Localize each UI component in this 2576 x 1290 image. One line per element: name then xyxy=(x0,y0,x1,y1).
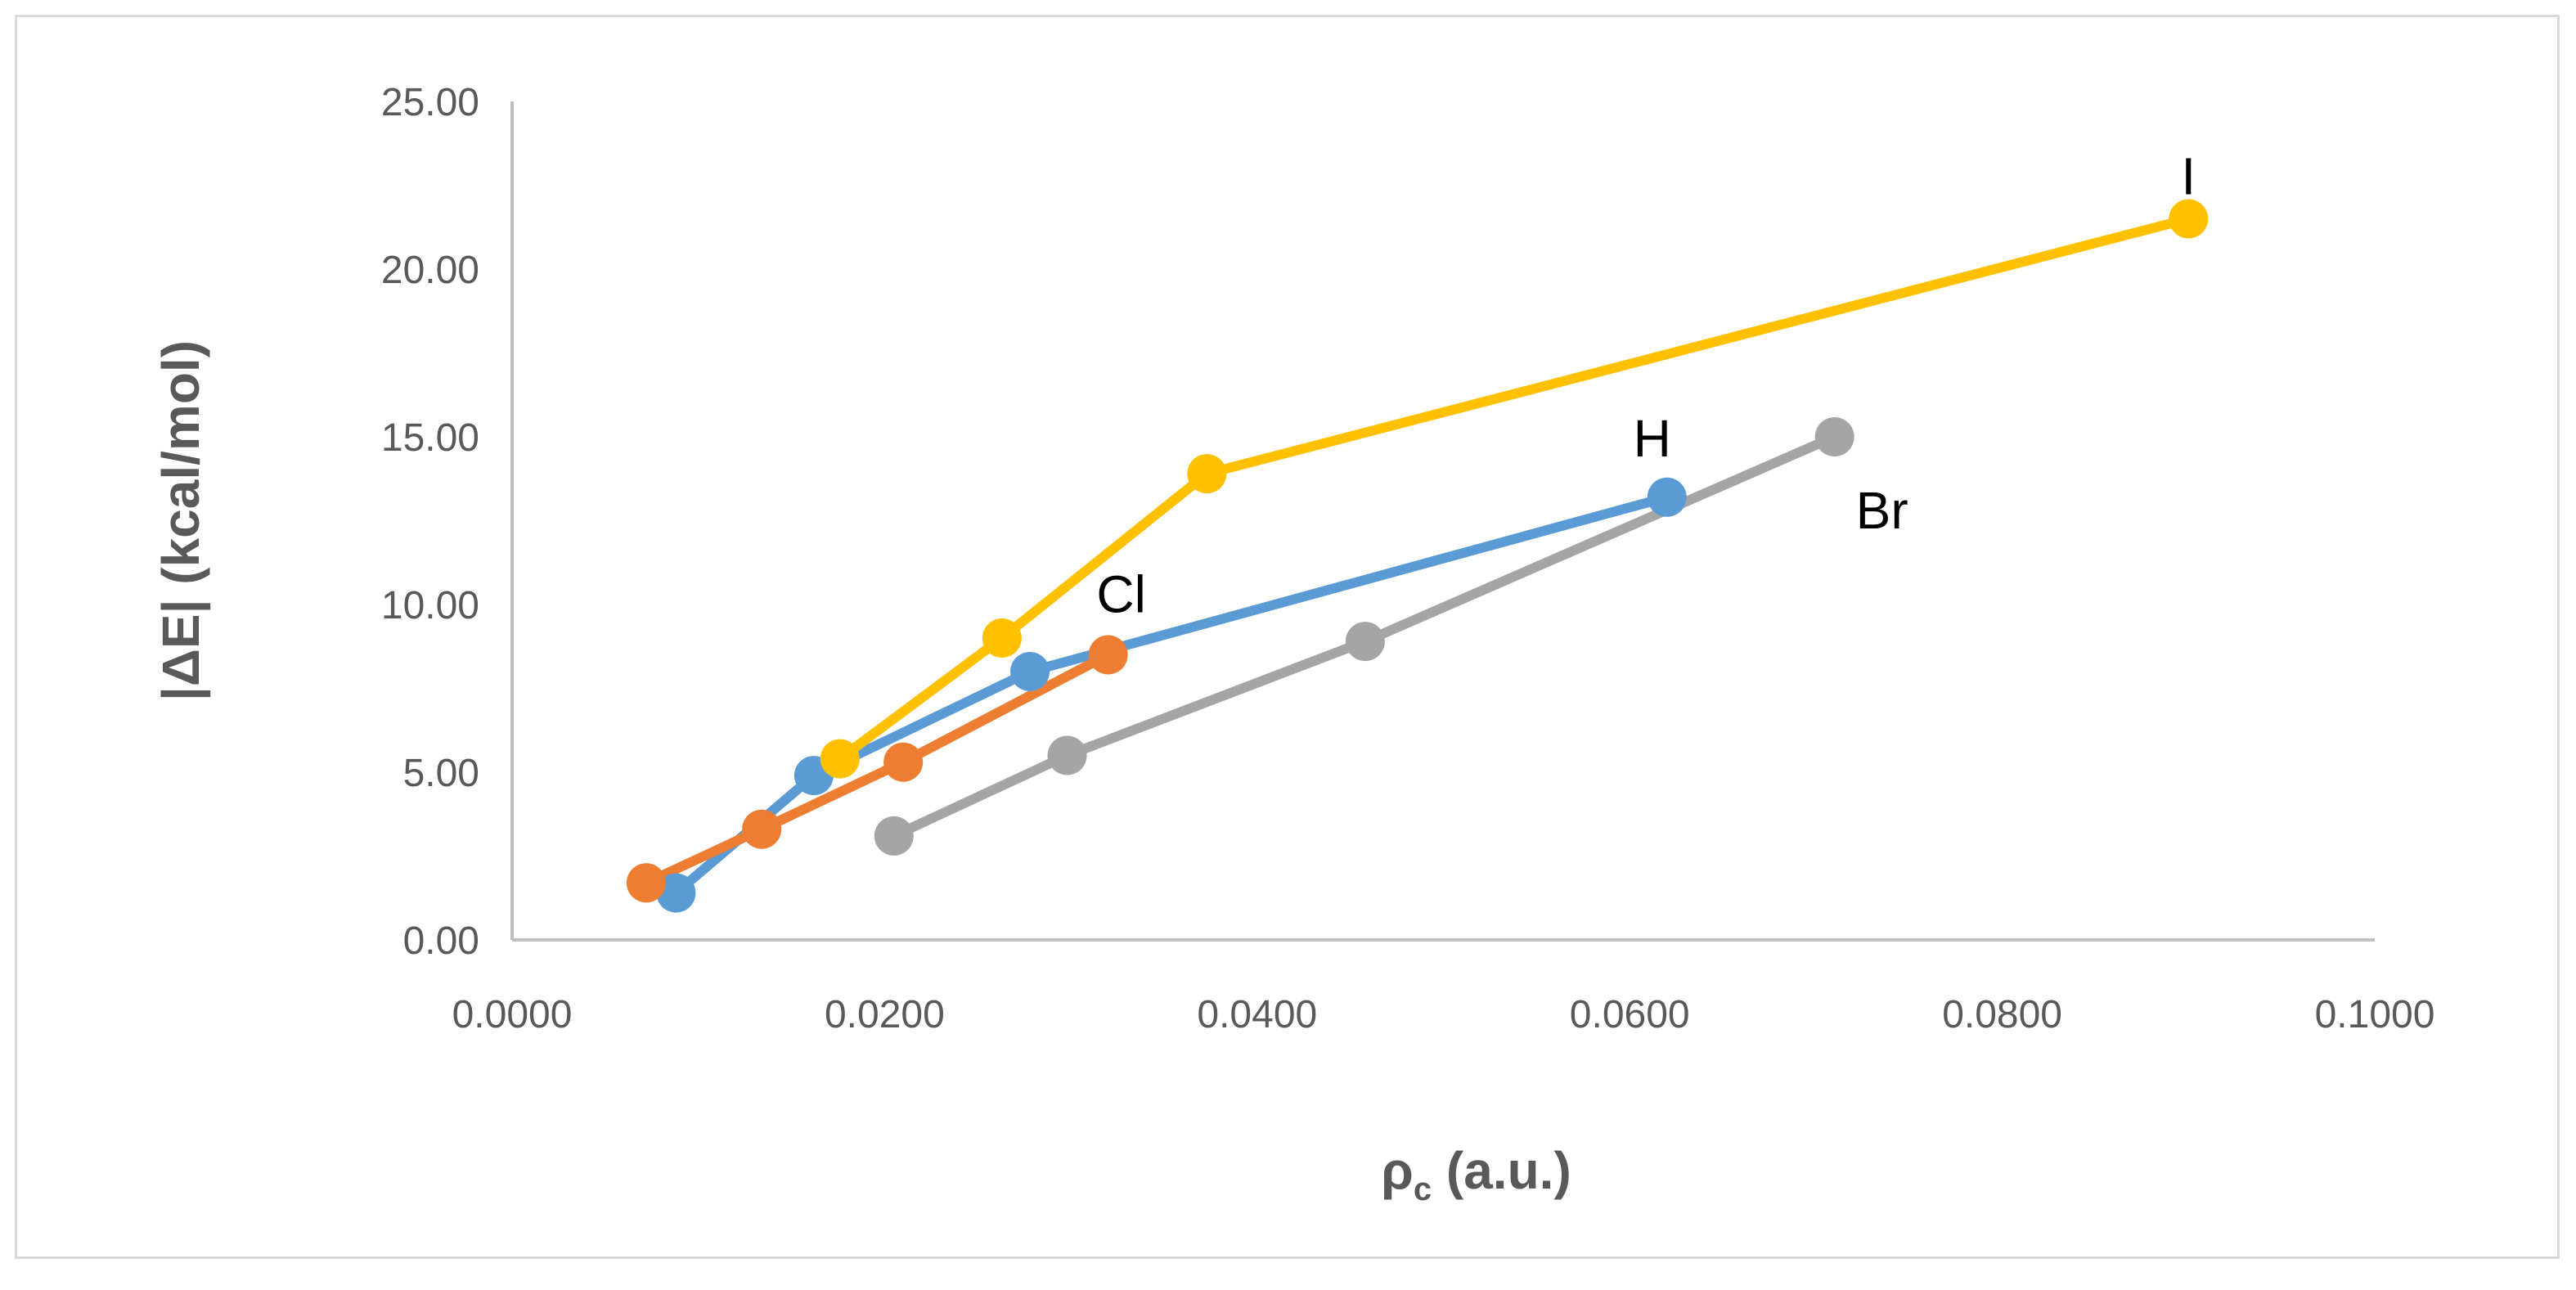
y-tick-label: 5.00 xyxy=(403,752,479,795)
series-line-h xyxy=(671,492,1672,898)
y-tick-labels: 0.00 5.00 10.00 15.00 20.00 25.00 xyxy=(381,81,479,963)
data-point-cl xyxy=(883,742,924,782)
y-tick-label: 0.00 xyxy=(403,919,479,963)
series-label-i: I xyxy=(2181,147,2196,206)
x-tick-label: 0.0400 xyxy=(1197,993,1317,1036)
data-point-i xyxy=(1187,454,1227,494)
data-point-br xyxy=(1345,622,1385,662)
x-tick-label: 0.0000 xyxy=(452,993,573,1036)
chart-frame: 0.00 5.00 10.00 15.00 20.00 25.00 0.0000 0.020… xyxy=(15,15,2560,1259)
data-point-br xyxy=(1814,417,1854,456)
series-line-cl xyxy=(641,649,1113,888)
x-tick-label: 0.0800 xyxy=(1942,993,2062,1036)
data-point-cl xyxy=(626,863,666,903)
x-tick-label: 0.0600 xyxy=(1570,993,1690,1036)
data-point-h xyxy=(1010,652,1050,691)
x-tick-label: 0.1000 xyxy=(2315,993,2435,1036)
line-chart: 0.00 5.00 10.00 15.00 20.00 25.00 0.0000 0.020… xyxy=(151,81,2435,1207)
data-point-cl xyxy=(742,809,782,849)
series-points xyxy=(626,199,2209,913)
series-label-cl: Cl xyxy=(1096,565,1145,624)
x-axis-title-subscript: c xyxy=(1414,1171,1432,1207)
x-tick-labels: 0.0000 0.0200 0.0400 0.0600 0.0800 0.1000 xyxy=(452,993,2435,1036)
series-lines xyxy=(641,214,2194,898)
data-point-h xyxy=(1647,477,1687,517)
axes xyxy=(510,101,2375,942)
y-tick-label: 20.00 xyxy=(381,249,479,292)
y-tick-label: 15.00 xyxy=(381,416,479,460)
series-label-br: Br xyxy=(1856,481,1908,540)
data-point-h xyxy=(656,873,696,913)
data-point-br xyxy=(1047,735,1087,775)
data-point-i xyxy=(820,739,860,779)
series-line-i xyxy=(834,214,2194,764)
data-point-cl xyxy=(1088,635,1128,675)
y-axis-title: |ΔE| (kcal/mol) xyxy=(151,340,211,701)
series-label-h: H xyxy=(1634,409,1671,468)
data-point-br xyxy=(874,816,914,856)
x-tick-label: 0.0200 xyxy=(825,993,945,1036)
y-tick-label: 25.00 xyxy=(381,81,479,124)
x-axis-title: ρc (a.u.) xyxy=(1381,1141,1571,1207)
y-tick-label: 10.00 xyxy=(381,584,479,627)
x-axis-title-symbol: ρ xyxy=(1381,1141,1414,1200)
data-point-i xyxy=(2169,199,2209,239)
x-axis-title-suffix: (a.u.) xyxy=(1432,1141,1571,1200)
data-point-i xyxy=(982,618,1022,658)
series-labels: H Cl Br I xyxy=(1096,147,2196,624)
series-line-br xyxy=(888,432,1840,841)
